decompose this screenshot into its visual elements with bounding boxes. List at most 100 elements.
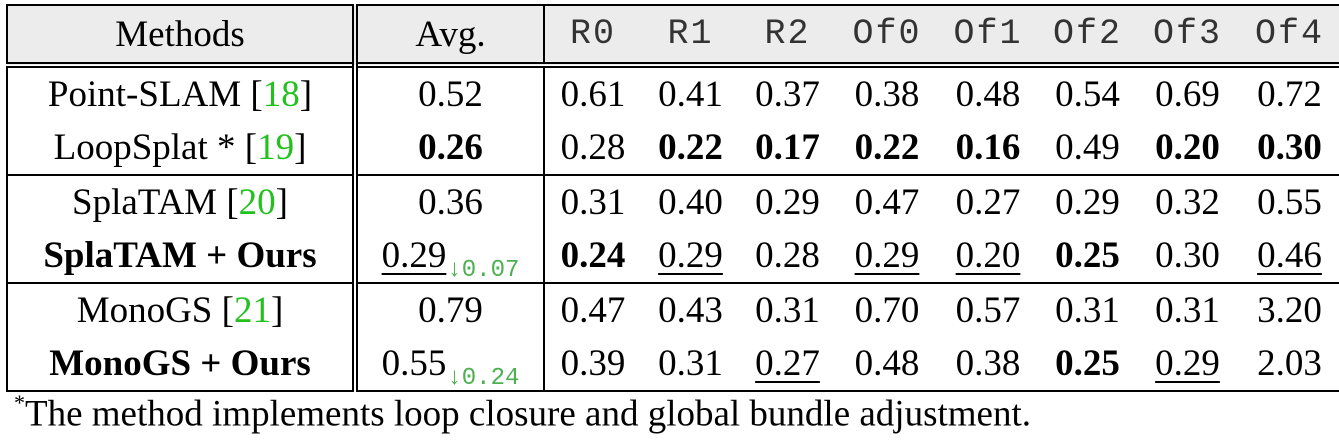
value-r2: 0.17 [755, 127, 820, 168]
value-of0: 0.47 [854, 182, 920, 223]
value-cell-of3: 0.32 [1138, 174, 1237, 229]
header-of1: Of1 [939, 4, 1037, 65]
header-of4: Of4 [1237, 4, 1339, 65]
citation-number: 20 [238, 182, 276, 223]
value-cell-r2: 0.31 [740, 282, 835, 337]
value-of0: 0.38 [854, 74, 920, 115]
value-of4: 0.55 [1257, 182, 1322, 223]
citation-number: 18 [262, 74, 300, 115]
avg-delta: ↓0.07 [447, 257, 520, 284]
value-cell-of2: 0.54 [1037, 62, 1138, 121]
table-row: SplaTAM [20] 0.36 0.31 0.40 0.29 0.47 0.27 0.29… [6, 174, 1339, 229]
value-r1: 0.43 [658, 290, 723, 331]
value-r0: 0.28 [560, 127, 626, 168]
method-name: Point-SLAM [18] [47, 74, 313, 115]
value-cell-r2: 0.17 [740, 121, 835, 175]
value-cell-r0: 0.47 [543, 282, 641, 337]
avg-value: 0.26 [418, 127, 483, 168]
value-cell-of2: 0.29 [1037, 174, 1138, 229]
header-methods: Methods [6, 4, 355, 65]
value-of2: 0.31 [1055, 290, 1120, 331]
value-cell-of0: 0.29 [835, 229, 939, 283]
value-of4: 0.72 [1257, 74, 1322, 115]
avg-cell: 0.55↓0.24 [352, 337, 544, 392]
value-r0: 0.31 [560, 182, 626, 223]
value-cell-r2: 0.29 [740, 174, 835, 229]
value-r2: 0.29 [755, 182, 820, 223]
value-of2: 0.29 [1055, 182, 1120, 223]
value-of4: 0.30 [1257, 127, 1322, 168]
footnote-mark: * [14, 390, 25, 415]
value-of1: 0.38 [955, 343, 1021, 384]
value-cell-r1: 0.22 [641, 121, 740, 175]
value-cell-r0: 0.28 [543, 121, 641, 175]
header-r2: R2 [740, 4, 835, 65]
value-cell-of1: 0.16 [939, 121, 1037, 175]
value-r2: 0.31 [755, 290, 820, 331]
value-r0: 0.61 [560, 74, 626, 115]
value-of1: 0.48 [955, 74, 1021, 115]
value-cell-of3: 0.20 [1138, 121, 1237, 175]
value-cell-of4: 0.46 [1237, 229, 1339, 283]
value-r1: 0.41 [658, 74, 723, 115]
footnote-text: The method implements loop closure and g… [25, 393, 1031, 435]
header-r0: R0 [543, 4, 641, 65]
table-body: Point-SLAM [18] 0.52 0.61 0.41 0.37 0.38 0.48 0… [6, 62, 1339, 392]
table-row: Point-SLAM [18] 0.52 0.61 0.41 0.37 0.38 0.48 0… [6, 62, 1339, 121]
method-cell: MonoGS + Ours [6, 337, 355, 392]
avg-value: 0.79 [418, 290, 483, 331]
value-cell-of4: 0.30 [1237, 121, 1339, 175]
header-of2: Of2 [1037, 4, 1138, 65]
footnote: *The method implements loop closure and … [14, 392, 1031, 435]
value-r2: 0.28 [755, 235, 820, 276]
results-table: Methods Avg. R0 R1 R2 Of0 Of1 Of2 Of3 Of… [6, 4, 1339, 392]
value-of3: 0.20 [1155, 127, 1220, 168]
value-cell-of2: 0.25 [1037, 229, 1138, 283]
method-name: MonoGS + Ours [49, 343, 311, 384]
value-r0: 0.39 [560, 343, 626, 384]
value-cell-r0: 0.31 [543, 174, 641, 229]
value-cell-r2: 0.27 [740, 337, 835, 392]
method-cell: LoopSplat * [19] [6, 121, 355, 175]
header-avg: Avg. [352, 4, 544, 65]
value-of2: 0.25 [1055, 343, 1120, 384]
value-cell-of1: 0.38 [939, 337, 1037, 392]
value-of1: 0.27 [955, 182, 1021, 223]
method-name: LoopSplat * [19] [53, 127, 307, 168]
value-of3: 0.30 [1155, 235, 1220, 276]
avg-cell: 0.79 [352, 282, 544, 337]
value-of3: 0.69 [1155, 74, 1220, 115]
value-cell-of0: 0.47 [835, 174, 939, 229]
value-cell-of3: 0.69 [1138, 62, 1237, 121]
table-row: SplaTAM + Ours 0.29↓0.07 0.24 0.29 0.28 0.29 0… [6, 229, 1339, 284]
value-r1: 0.31 [658, 343, 723, 384]
value-cell-of4: 3.20 [1237, 282, 1339, 337]
table-row: MonoGS [21] 0.79 0.47 0.43 0.31 0.70 0.57 0.31 0… [6, 282, 1339, 337]
method-cell: Point-SLAM [18] [6, 62, 355, 121]
value-of3: 0.31 [1155, 290, 1220, 331]
value-cell-of1: 0.20 [939, 229, 1037, 283]
value-cell-r0: 0.24 [543, 229, 641, 283]
method-cell: MonoGS [21] [6, 282, 355, 337]
value-of0: 0.29 [854, 235, 920, 276]
header-of0: Of0 [835, 4, 939, 65]
avg-delta: ↓0.24 [447, 365, 520, 392]
method-name: SplaTAM [20] [72, 182, 288, 223]
citation-number: 21 [233, 290, 271, 331]
value-cell-of4: 0.72 [1237, 62, 1339, 121]
header-of3: Of3 [1138, 4, 1237, 65]
value-r0: 0.24 [560, 235, 626, 276]
value-cell-of4: 0.55 [1237, 174, 1339, 229]
value-cell-of0: 0.22 [835, 121, 939, 175]
value-cell-of2: 0.49 [1037, 121, 1138, 175]
avg-cell: 0.26 [352, 121, 544, 175]
value-r2: 0.37 [755, 74, 820, 115]
value-of1: 0.16 [955, 127, 1021, 168]
value-of4: 2.03 [1257, 343, 1322, 384]
value-cell-of2: 0.31 [1037, 282, 1138, 337]
value-cell-r2: 0.28 [740, 229, 835, 283]
value-cell-of3: 0.30 [1138, 229, 1237, 283]
value-cell-of0: 0.38 [835, 62, 939, 121]
avg-cell: 0.29↓0.07 [352, 229, 544, 284]
value-cell-r1: 0.31 [641, 337, 740, 392]
